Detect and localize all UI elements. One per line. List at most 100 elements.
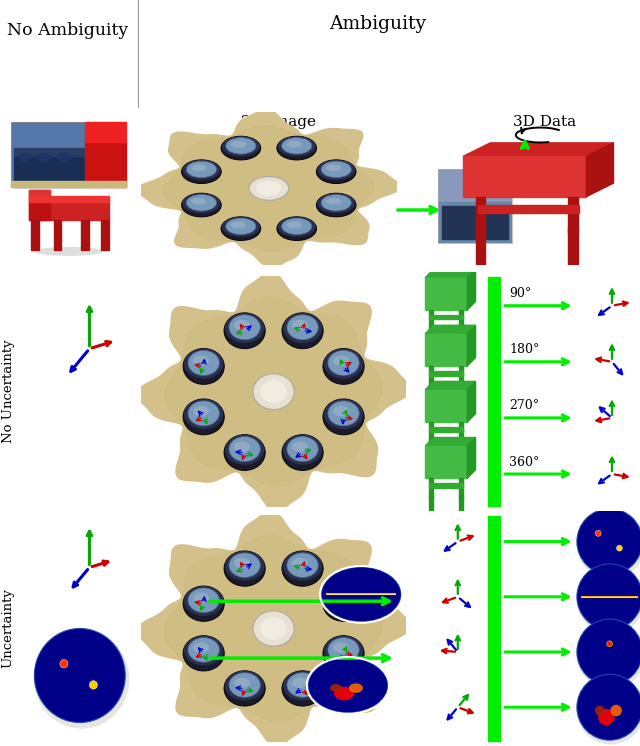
- Ellipse shape: [191, 198, 207, 204]
- Ellipse shape: [283, 313, 322, 343]
- Polygon shape: [14, 148, 84, 156]
- Polygon shape: [425, 437, 476, 446]
- Polygon shape: [467, 269, 476, 310]
- Text: 2D Image: 2D Image: [241, 115, 316, 128]
- Polygon shape: [425, 446, 467, 478]
- Ellipse shape: [35, 628, 125, 722]
- Polygon shape: [459, 478, 463, 498]
- Polygon shape: [425, 269, 476, 278]
- Ellipse shape: [18, 153, 33, 162]
- Polygon shape: [463, 143, 614, 157]
- Ellipse shape: [333, 406, 349, 416]
- Ellipse shape: [611, 705, 622, 716]
- Text: 270°: 270°: [509, 399, 540, 413]
- Ellipse shape: [191, 164, 207, 172]
- Ellipse shape: [324, 636, 363, 665]
- Ellipse shape: [221, 137, 260, 160]
- Ellipse shape: [234, 677, 250, 688]
- Polygon shape: [54, 220, 61, 250]
- Ellipse shape: [182, 160, 221, 184]
- Ellipse shape: [34, 630, 129, 729]
- Ellipse shape: [577, 674, 640, 740]
- Ellipse shape: [324, 348, 363, 379]
- Ellipse shape: [183, 348, 224, 384]
- Ellipse shape: [577, 564, 640, 630]
- Text: Ambiguity: Ambiguity: [329, 15, 426, 33]
- Ellipse shape: [282, 313, 323, 348]
- Polygon shape: [459, 383, 463, 403]
- Ellipse shape: [328, 588, 359, 612]
- Polygon shape: [438, 202, 512, 242]
- Polygon shape: [586, 143, 614, 197]
- Ellipse shape: [229, 315, 260, 339]
- Ellipse shape: [323, 399, 364, 435]
- Ellipse shape: [292, 677, 308, 688]
- Polygon shape: [478, 205, 579, 213]
- Polygon shape: [442, 206, 508, 239]
- Ellipse shape: [193, 593, 209, 603]
- Ellipse shape: [317, 193, 355, 213]
- Polygon shape: [136, 110, 401, 267]
- Polygon shape: [429, 372, 463, 375]
- Text: 360°: 360°: [509, 456, 540, 468]
- Ellipse shape: [323, 348, 364, 384]
- Ellipse shape: [260, 380, 287, 403]
- Polygon shape: [165, 536, 382, 721]
- Polygon shape: [429, 495, 433, 515]
- Polygon shape: [29, 196, 109, 202]
- Polygon shape: [467, 437, 476, 478]
- Ellipse shape: [182, 193, 220, 213]
- Polygon shape: [467, 325, 476, 366]
- Text: 90°: 90°: [509, 287, 531, 301]
- Ellipse shape: [188, 588, 220, 612]
- Ellipse shape: [224, 313, 265, 348]
- Ellipse shape: [577, 620, 640, 689]
- Polygon shape: [81, 220, 89, 250]
- Polygon shape: [429, 439, 433, 459]
- Ellipse shape: [283, 671, 322, 700]
- Ellipse shape: [60, 659, 68, 668]
- Ellipse shape: [184, 399, 223, 429]
- Ellipse shape: [229, 436, 260, 462]
- Polygon shape: [12, 181, 126, 187]
- Ellipse shape: [326, 198, 341, 204]
- Ellipse shape: [333, 642, 349, 653]
- Polygon shape: [488, 515, 500, 742]
- Polygon shape: [29, 190, 50, 199]
- Ellipse shape: [577, 510, 640, 579]
- Polygon shape: [429, 483, 463, 488]
- Ellipse shape: [323, 636, 364, 671]
- Polygon shape: [488, 277, 500, 507]
- Polygon shape: [459, 327, 463, 347]
- Ellipse shape: [188, 638, 220, 662]
- Ellipse shape: [225, 551, 264, 580]
- Polygon shape: [164, 126, 374, 251]
- Ellipse shape: [225, 671, 264, 700]
- Ellipse shape: [193, 406, 209, 416]
- Ellipse shape: [282, 671, 323, 706]
- Polygon shape: [568, 197, 578, 233]
- Polygon shape: [459, 366, 463, 386]
- Ellipse shape: [188, 401, 220, 426]
- Polygon shape: [467, 381, 476, 422]
- Polygon shape: [459, 422, 463, 442]
- Ellipse shape: [90, 680, 97, 689]
- Ellipse shape: [616, 545, 622, 551]
- Ellipse shape: [253, 374, 294, 410]
- Ellipse shape: [182, 160, 220, 180]
- Ellipse shape: [282, 218, 312, 234]
- Text: 3D Data: 3D Data: [513, 115, 576, 128]
- Text: Uncertainty: Uncertainty: [2, 589, 15, 668]
- Polygon shape: [425, 278, 467, 310]
- Ellipse shape: [222, 137, 260, 156]
- Ellipse shape: [324, 586, 363, 615]
- Ellipse shape: [256, 181, 282, 196]
- Ellipse shape: [577, 509, 640, 574]
- Text: No Uncertainty: No Uncertainty: [2, 340, 15, 443]
- Polygon shape: [568, 227, 578, 264]
- Polygon shape: [459, 495, 463, 515]
- Ellipse shape: [326, 164, 341, 172]
- Polygon shape: [476, 197, 485, 233]
- Ellipse shape: [577, 619, 640, 685]
- Polygon shape: [429, 327, 433, 347]
